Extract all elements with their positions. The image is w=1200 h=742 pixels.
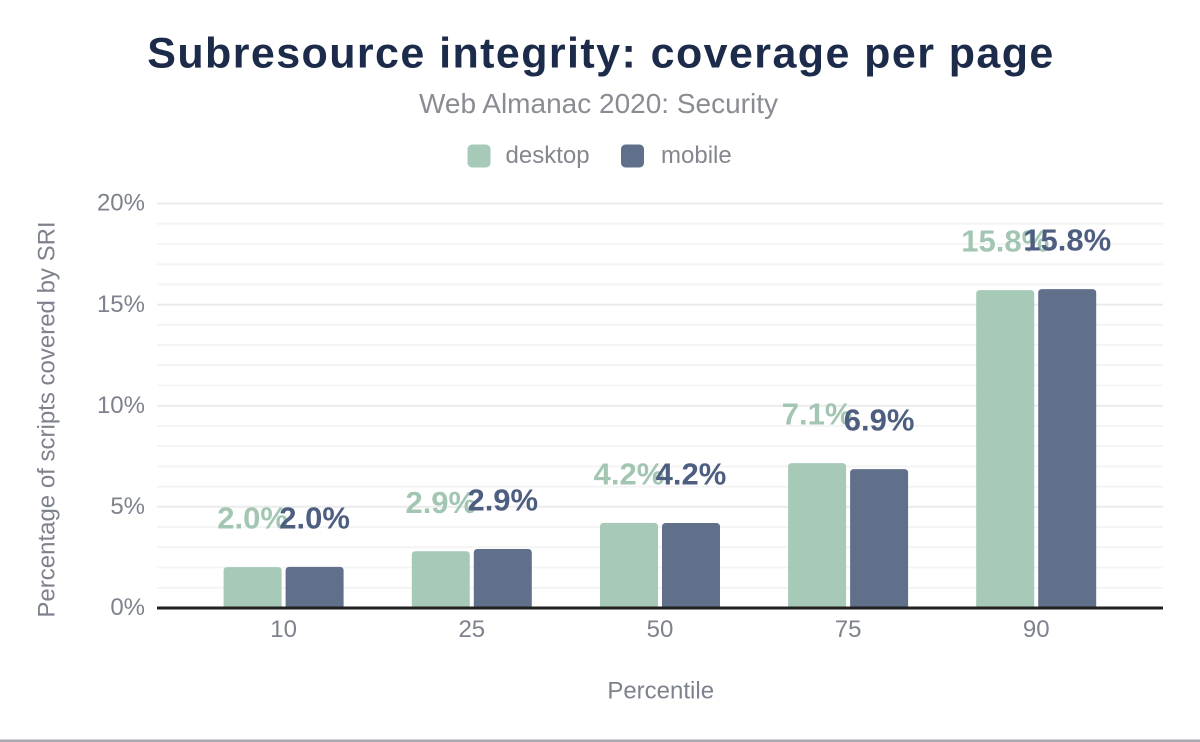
svg-text:2.9%: 2.9%: [467, 483, 538, 518]
svg-text:desktop: desktop: [506, 142, 590, 169]
svg-text:Percentage of scripts covered: Percentage of scripts covered by SRI: [34, 221, 61, 617]
svg-text:Percentile: Percentile: [607, 678, 714, 705]
svg-text:Web Almanac 2020: Security: Web Almanac 2020: Security: [419, 88, 778, 119]
svg-text:25: 25: [458, 616, 485, 643]
svg-text:15.8%: 15.8%: [961, 224, 1049, 259]
svg-text:50: 50: [647, 616, 674, 643]
svg-text:20%: 20%: [97, 190, 145, 217]
svg-text:6.9%: 6.9%: [844, 403, 915, 438]
svg-text:75: 75: [835, 616, 862, 643]
svg-text:2.0%: 2.0%: [217, 501, 288, 536]
svg-text:10: 10: [270, 616, 297, 643]
svg-text:mobile: mobile: [661, 142, 732, 169]
svg-text:4.2%: 4.2%: [656, 457, 727, 492]
svg-text:15.8%: 15.8%: [1023, 223, 1111, 258]
svg-text:4.2%: 4.2%: [594, 456, 665, 491]
svg-text:2.9%: 2.9%: [405, 485, 476, 520]
svg-text:5%: 5%: [110, 493, 145, 520]
svg-text:90: 90: [1023, 616, 1050, 643]
svg-text:Subresource integrity: coverag: Subresource integrity: coverage per page: [147, 30, 1055, 78]
svg-text:0%: 0%: [110, 594, 145, 621]
svg-text:10%: 10%: [97, 392, 145, 419]
svg-text:2.0%: 2.0%: [279, 500, 350, 535]
svg-text:7.1%: 7.1%: [782, 397, 853, 432]
svg-text:15%: 15%: [97, 291, 145, 318]
